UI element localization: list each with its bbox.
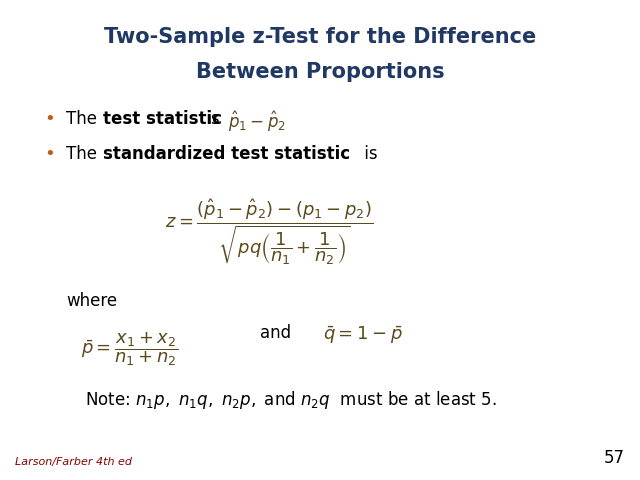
Text: Note: $n_1 p,\ n_1 q,\ n_2 p,$ and $n_2 q$  must be at least 5.: Note: $n_1 p,\ n_1 q,\ n_2 p,$ and $n_2 … [85, 389, 497, 411]
Text: •: • [44, 145, 55, 163]
Text: $z = \dfrac{(\hat{p}_1 - \hat{p}_2)-(p_1 - p_2)}{\sqrt{pq\left(\dfrac{1}{n_1}+\d: $z = \dfrac{(\hat{p}_1 - \hat{p}_2)-(p_1… [165, 197, 373, 266]
Text: The: The [66, 109, 102, 128]
Text: Larson/Farber 4th ed: Larson/Farber 4th ed [15, 457, 132, 467]
Text: $\bar{q} = 1 - \bar{p}$: $\bar{q} = 1 - \bar{p}$ [323, 324, 403, 346]
Text: $\hat{p}_1 - \hat{p}_2$: $\hat{p}_1 - \hat{p}_2$ [228, 109, 286, 134]
Text: is: is [202, 109, 225, 128]
Text: •: • [44, 109, 55, 128]
Text: is: is [359, 145, 378, 163]
Text: and: and [260, 324, 291, 342]
Text: test statistic: test statistic [103, 109, 222, 128]
Text: $\bar{p} = \dfrac{x_1 + x_2}{n_1 + n_2}$: $\bar{p} = \dfrac{x_1 + x_2}{n_1 + n_2}$ [81, 330, 179, 368]
Text: standardized test statistic: standardized test statistic [103, 145, 350, 163]
Text: Between Proportions: Between Proportions [196, 62, 444, 82]
Text: 57: 57 [604, 449, 625, 467]
Text: Two-Sample z-Test for the Difference: Two-Sample z-Test for the Difference [104, 26, 536, 47]
Text: where: where [66, 292, 117, 310]
Text: The: The [66, 145, 102, 163]
